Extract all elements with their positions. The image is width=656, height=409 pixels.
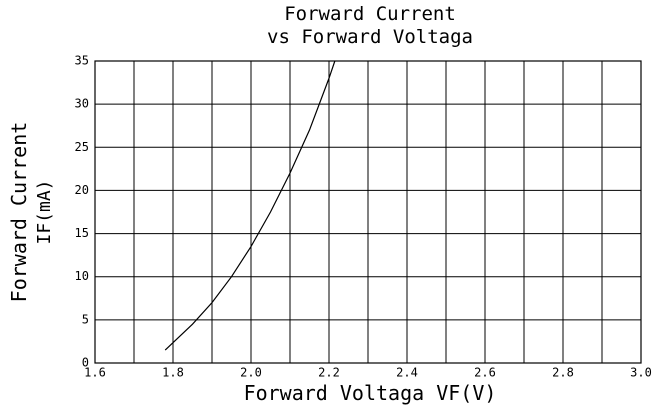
chart-title: Forward Current (284, 3, 456, 25)
x-tick-label: 2.8 (552, 366, 574, 380)
y-tick-label: 20 (75, 183, 89, 197)
y-tick-label: 30 (75, 97, 89, 111)
x-tick-label: 2.2 (318, 366, 340, 380)
x-tick-label: 1.6 (84, 366, 106, 380)
x-axis-label: Forward Voltaga VF(V) (244, 381, 497, 405)
x-tick-label: 3.0 (630, 366, 652, 380)
chart-title: vs Forward Voltaga (267, 26, 473, 48)
data-line (164, 60, 336, 351)
x-tick-label: 2.6 (474, 366, 496, 380)
y-axis-label: IF(mA) (34, 179, 55, 244)
y-tick-label: 15 (75, 226, 89, 240)
y-tick-label: 10 (75, 269, 89, 283)
y-axis-label: Forward Current (7, 122, 31, 303)
y-tick-label: 35 (75, 54, 89, 68)
y-tick-label: 5 (82, 312, 89, 326)
y-tick-label: 25 (75, 140, 89, 154)
x-tick-label: 1.8 (162, 366, 184, 380)
x-tick-label: 2.4 (396, 366, 418, 380)
x-tick-label: 2.0 (240, 366, 262, 380)
y-tick-label: 0 (82, 356, 89, 370)
